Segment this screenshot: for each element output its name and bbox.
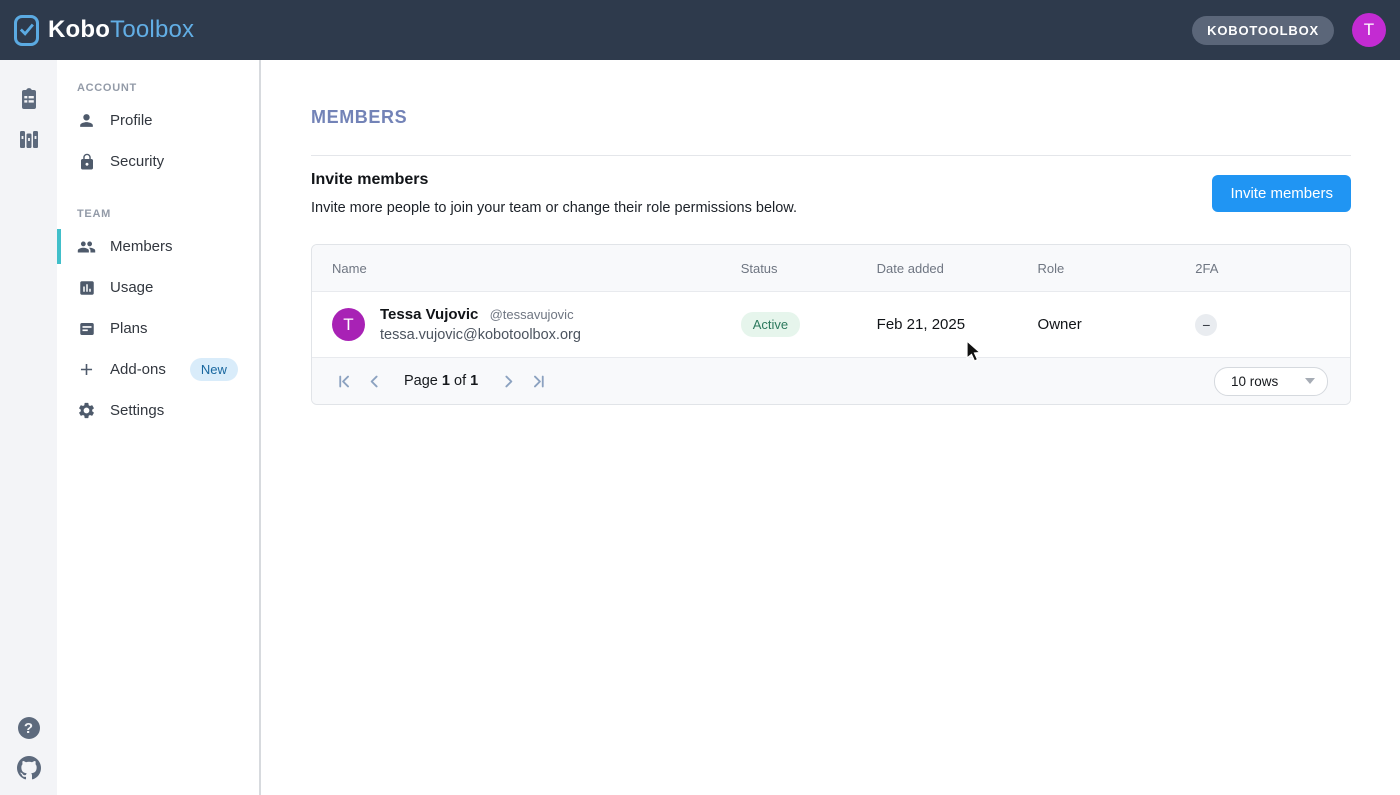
rows-per-page-select[interactable]: 10 rows: [1214, 366, 1328, 396]
bar-chart-icon: [77, 278, 96, 297]
top-header: KoboToolbox KOBOTOOLBOX T: [0, 0, 1400, 60]
last-page-icon[interactable]: [528, 371, 548, 391]
page-indicator: Page 1 of 1: [404, 373, 479, 389]
lock-icon: [77, 152, 96, 171]
member-name: Tessa Vujovic: [380, 306, 479, 323]
member-username: @tessavujovic: [489, 307, 574, 322]
status-badge: Active: [740, 312, 801, 337]
library-icon[interactable]: [16, 126, 42, 152]
member-date-added: Feb 21, 2025: [876, 316, 966, 333]
column-header-date-added: Date added: [876, 260, 944, 276]
rows-per-page-value: 10 rows: [1231, 373, 1279, 389]
gear-icon: [77, 401, 96, 420]
member-avatar: T: [332, 308, 365, 341]
invite-members-description: Invite more people to join your team or …: [311, 200, 798, 216]
first-page-icon[interactable]: [334, 371, 354, 391]
sidebar-item-label: Settings: [110, 402, 165, 419]
table-header-row: Name Status Date added Role 2FA: [312, 245, 1350, 291]
section-label-team: TEAM: [77, 208, 111, 220]
settings-sidebar: ACCOUNT Profile Security TEAM Members: [57, 60, 261, 795]
column-header-status: Status: [740, 260, 778, 276]
member-email: tessa.vujovic@kobotoolbox.org: [380, 327, 581, 343]
section-label-account: ACCOUNT: [77, 82, 137, 94]
sidebar-item-settings[interactable]: Settings: [57, 390, 259, 431]
sidebar-item-plans[interactable]: Plans: [57, 308, 259, 349]
logo-text: KoboToolbox: [48, 16, 194, 44]
sidebar-item-members[interactable]: Members: [57, 226, 259, 267]
sidebar-item-label: Security: [110, 153, 165, 170]
member-role: Owner: [1037, 316, 1082, 333]
main-content: MEMBERS Invite members Invite more peopl…: [261, 60, 1400, 795]
table-row: T Tessa Vujovic @tessavujovic tessa.vujo…: [312, 291, 1350, 357]
user-icon: [77, 111, 96, 130]
members-table: Name Status Date added Role 2FA T Tessa …: [311, 244, 1351, 405]
logo-kobo: Kobo: [48, 16, 111, 43]
current-page: 1: [441, 373, 450, 389]
card-icon: [77, 319, 96, 338]
total-pages: 1: [470, 373, 479, 389]
sidebar-item-addons[interactable]: Add-ons New: [57, 349, 259, 390]
kobotoolbox-logo-icon: [14, 14, 39, 46]
left-icon-rail: ?: [0, 60, 57, 795]
title-divider: [311, 155, 1351, 156]
invite-members-heading: Invite members: [311, 171, 429, 188]
sidebar-item-label: Members: [110, 238, 173, 255]
projects-icon[interactable]: [16, 86, 42, 112]
kobotoolbox-logo[interactable]: KoboToolbox: [14, 14, 194, 46]
column-header-role: Role: [1037, 260, 1065, 276]
next-page-icon[interactable]: [498, 371, 518, 391]
organization-badge[interactable]: KOBOTOOLBOX: [1192, 15, 1334, 45]
column-header-name: Name: [332, 260, 367, 276]
people-icon: [77, 237, 96, 256]
github-icon[interactable]: [16, 755, 42, 781]
table-footer: Page 1 of 1 10 rows: [312, 357, 1350, 404]
sidebar-item-label: Profile: [110, 112, 153, 129]
sidebar-item-profile[interactable]: Profile: [57, 100, 259, 141]
sidebar-item-security[interactable]: Security: [57, 141, 259, 182]
logo-toolbox: Toolbox: [110, 16, 195, 43]
sidebar-item-label: Usage: [110, 279, 154, 296]
previous-page-icon[interactable]: [364, 371, 384, 391]
sidebar-item-label: Add-ons: [110, 361, 166, 378]
page-title: MEMBERS: [311, 107, 408, 127]
plus-icon: [77, 360, 96, 379]
column-header-2fa: 2FA: [1195, 260, 1219, 276]
user-avatar[interactable]: T: [1352, 13, 1386, 47]
twofa-disabled-chip[interactable]: −: [1195, 313, 1218, 336]
pagination: Page 1 of 1: [334, 371, 548, 391]
new-badge: New: [189, 358, 238, 381]
chevron-down-icon: [1305, 378, 1315, 384]
sidebar-item-usage[interactable]: Usage: [57, 267, 259, 308]
help-icon[interactable]: ?: [17, 717, 40, 739]
invite-members-button[interactable]: Invite members: [1212, 175, 1351, 212]
sidebar-item-label: Plans: [110, 320, 148, 337]
